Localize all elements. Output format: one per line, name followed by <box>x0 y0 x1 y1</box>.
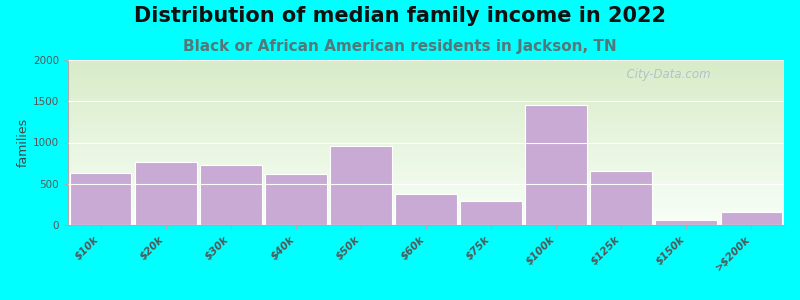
Bar <box>134 162 197 225</box>
Bar <box>655 220 718 225</box>
Bar <box>70 173 131 225</box>
Text: City-Data.com: City-Data.com <box>619 68 711 81</box>
Bar <box>395 194 457 225</box>
Bar <box>330 146 392 225</box>
Bar <box>460 201 522 225</box>
Text: Black or African American residents in Jackson, TN: Black or African American residents in J… <box>183 39 617 54</box>
Text: Distribution of median family income in 2022: Distribution of median family income in … <box>134 6 666 26</box>
Y-axis label: families: families <box>17 118 30 167</box>
Bar <box>526 105 587 225</box>
Bar <box>265 174 326 225</box>
Bar <box>590 170 652 225</box>
Bar <box>200 165 262 225</box>
Bar <box>721 212 782 225</box>
